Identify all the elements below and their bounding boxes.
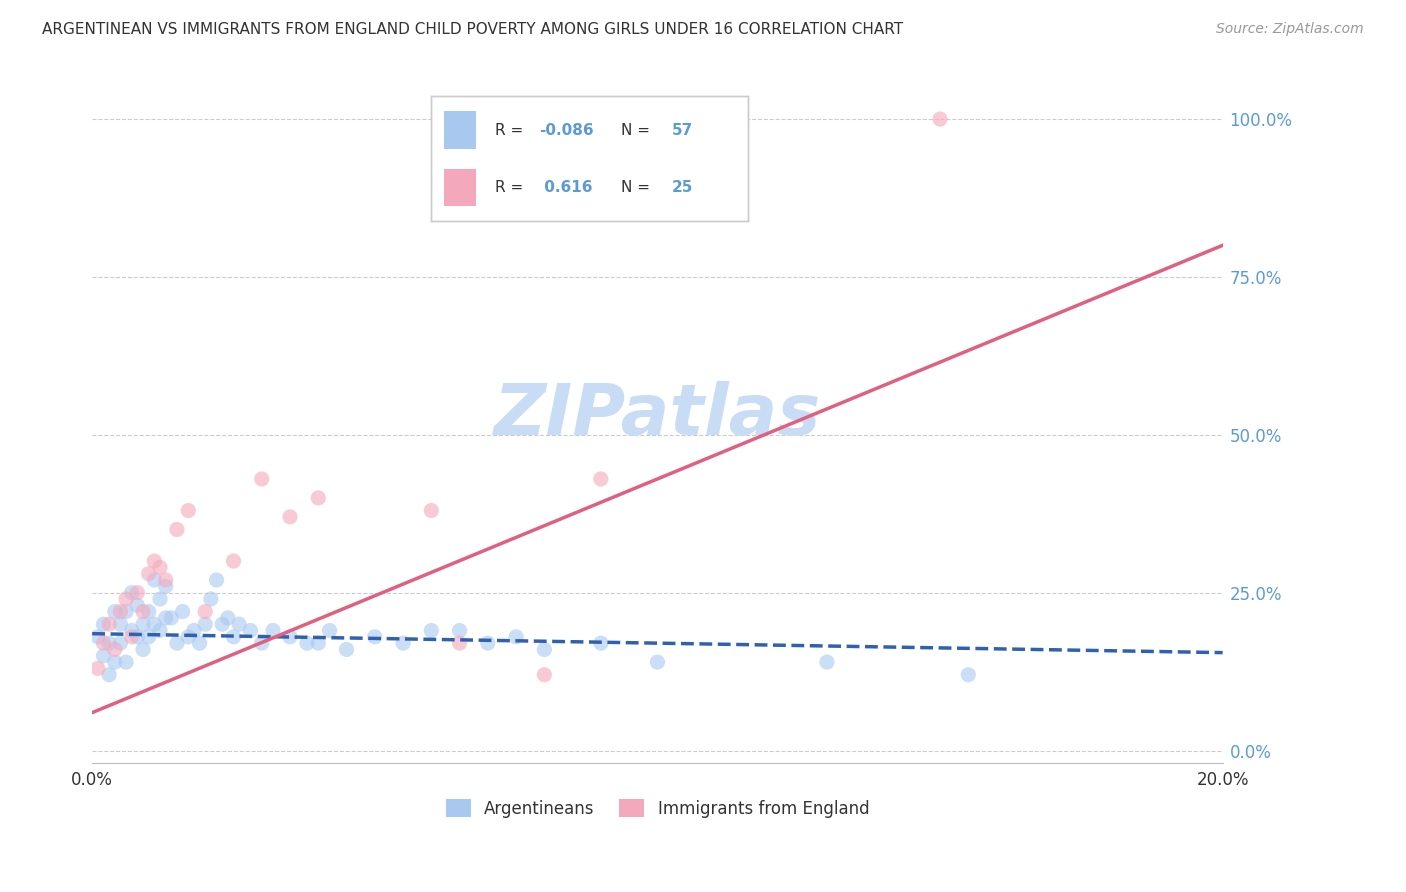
Point [138, 566, 160, 581]
Point [166, 523, 188, 537]
Point [115, 591, 138, 606]
Point [87, 630, 110, 644]
Point [222, 630, 245, 644]
Point [132, 605, 155, 619]
Point [149, 560, 172, 574]
Point [929, 112, 952, 126]
Point [104, 605, 127, 619]
Text: Source: ZipAtlas.com: Source: ZipAtlas.com [1216, 22, 1364, 37]
Point [177, 630, 200, 644]
Point [149, 591, 172, 606]
Point [104, 655, 127, 669]
Point [392, 636, 415, 650]
Point [194, 605, 217, 619]
Point [132, 617, 155, 632]
Point [420, 503, 443, 517]
Point [533, 667, 555, 681]
Point [93, 636, 115, 650]
Point [815, 655, 838, 669]
Point [505, 630, 527, 644]
Point [138, 630, 160, 644]
Point [194, 617, 217, 632]
Point [172, 605, 194, 619]
Point [318, 624, 340, 638]
Point [200, 591, 222, 606]
Point [160, 611, 183, 625]
Point [115, 605, 138, 619]
Point [250, 472, 273, 486]
Point [127, 585, 149, 599]
Point [121, 624, 143, 638]
Point [143, 554, 166, 568]
Point [121, 630, 143, 644]
Point [262, 624, 284, 638]
Point [278, 509, 301, 524]
Point [132, 642, 155, 657]
Point [420, 624, 443, 638]
Point [155, 573, 177, 587]
Point [115, 655, 138, 669]
Point [155, 611, 177, 625]
Point [295, 636, 318, 650]
Point [177, 503, 200, 517]
Point [335, 642, 357, 657]
Text: ZIPatlas: ZIPatlas [494, 381, 821, 450]
Point [307, 636, 329, 650]
Point [477, 636, 499, 650]
Point [364, 630, 387, 644]
Legend: Argentineans, Immigrants from England: Argentineans, Immigrants from England [439, 793, 876, 824]
Point [228, 617, 250, 632]
Point [149, 624, 172, 638]
Point [93, 617, 115, 632]
Point [93, 648, 115, 663]
Point [127, 630, 149, 644]
Point [533, 642, 555, 657]
Point [647, 655, 669, 669]
Point [98, 617, 121, 632]
Point [449, 624, 471, 638]
Point [127, 599, 149, 613]
Point [143, 573, 166, 587]
Text: ARGENTINEAN VS IMMIGRANTS FROM ENGLAND CHILD POVERTY AMONG GIRLS UNDER 16 CORREL: ARGENTINEAN VS IMMIGRANTS FROM ENGLAND C… [42, 22, 903, 37]
Point [110, 617, 132, 632]
Point [250, 636, 273, 650]
Point [98, 667, 121, 681]
Point [98, 636, 121, 650]
Point [211, 617, 233, 632]
Point [166, 636, 188, 650]
Point [307, 491, 329, 505]
Point [138, 605, 160, 619]
Point [217, 611, 239, 625]
Point [205, 573, 228, 587]
Point [239, 624, 262, 638]
Point [121, 585, 143, 599]
Point [589, 472, 612, 486]
Point [104, 642, 127, 657]
Point [110, 636, 132, 650]
Point [449, 636, 471, 650]
Point [278, 630, 301, 644]
Point [589, 636, 612, 650]
Point [143, 617, 166, 632]
Point [87, 661, 110, 675]
Point [222, 554, 245, 568]
Point [957, 667, 980, 681]
Point [188, 636, 211, 650]
Point [110, 605, 132, 619]
Point [155, 579, 177, 593]
Point [183, 624, 205, 638]
